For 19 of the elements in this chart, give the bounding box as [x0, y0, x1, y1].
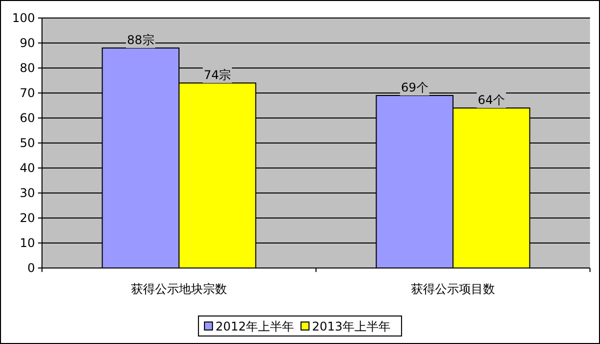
- x-tick-label: 获得公示地块宗数: [131, 282, 227, 296]
- data-label: 88宗: [127, 33, 154, 47]
- data-label: 69个: [401, 80, 428, 94]
- y-tick-label: 100: [12, 10, 35, 25]
- legend-label: 2012年上半年: [215, 320, 294, 334]
- y-tick-label: 80: [20, 60, 35, 75]
- y-tick-label: 30: [20, 186, 35, 200]
- y-tick-label: 70: [20, 86, 35, 100]
- y-tick-label: 40: [20, 160, 35, 175]
- y-tick-label: 10: [20, 236, 35, 250]
- y-tick-label: 60: [20, 110, 35, 125]
- data-label: 74宗: [204, 68, 231, 82]
- legend-label: 2013年上半年: [312, 320, 391, 334]
- y-tick-label: 20: [20, 210, 35, 225]
- y-tick-label: 50: [20, 136, 35, 150]
- data-label: 64个: [478, 93, 505, 107]
- y-tick-label: 0: [27, 260, 35, 275]
- y-tick-label: 90: [20, 36, 35, 50]
- x-tick-label: 获得公示项目数: [411, 282, 495, 296]
